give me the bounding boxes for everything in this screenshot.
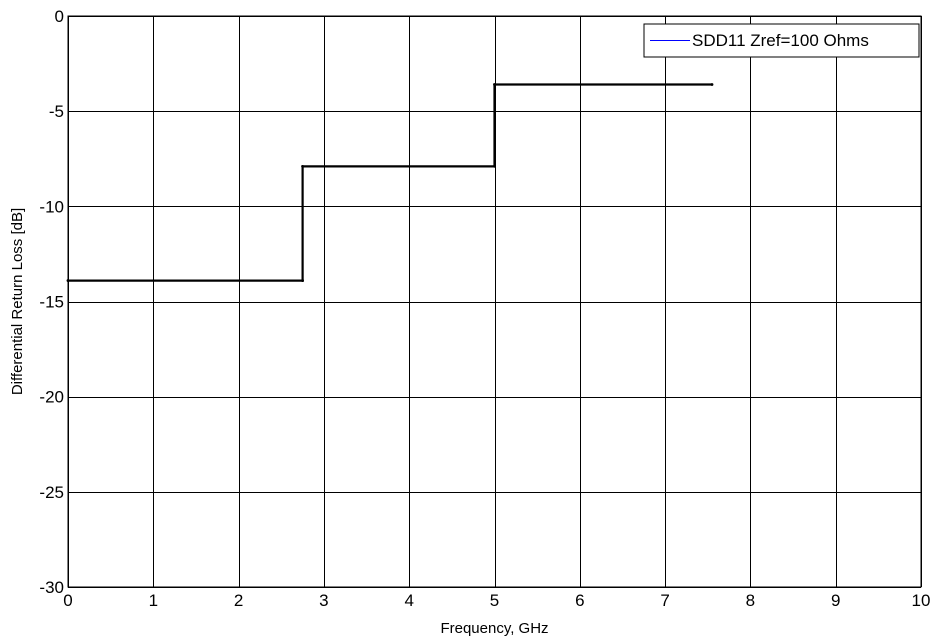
x-tick-label: 5 [490,591,499,610]
y-axis-label: Differential Return Loss [dB] [9,208,26,395]
legend: SDD11 Zref=100 Ohms [643,23,920,58]
x-axis-label: Frequency, GHz [440,620,548,637]
y-tick-label: -15 [39,293,64,312]
legend-label: SDD11 Zref=100 Ohms [692,31,869,50]
x-tick-label: 8 [746,591,755,610]
y-tick-label: -20 [39,388,64,407]
x-tick-label: 2 [234,591,243,610]
x-tick-label: 6 [575,591,584,610]
series-point [301,279,304,282]
series-line [68,83,712,282]
x-tick-label: 10 [912,591,931,610]
series-point [710,83,714,86]
x-tick-label: 4 [404,591,413,610]
series-point [493,164,496,168]
series-point [301,164,304,168]
y-tick-label: -10 [39,197,64,216]
y-tick-label: 0 [55,7,64,26]
y-tick-label: -30 [39,578,64,597]
y-tick-label: -25 [39,483,64,502]
x-tick-label: 7 [660,591,669,610]
x-tick-label: 1 [149,591,158,610]
plot-frame [67,15,922,588]
series-point [493,83,496,86]
y-tick-label: -5 [49,102,64,121]
tick-labels: 0 1 2 3 4 5 6 7 8 9 10 0 -5 -10 -15 -20 -25 -30 [39,7,930,610]
x-tick-label: 0 [63,591,72,610]
x-tick-label: 3 [319,591,328,610]
x-tick-label: 9 [831,591,840,610]
series-layer [66,83,714,282]
